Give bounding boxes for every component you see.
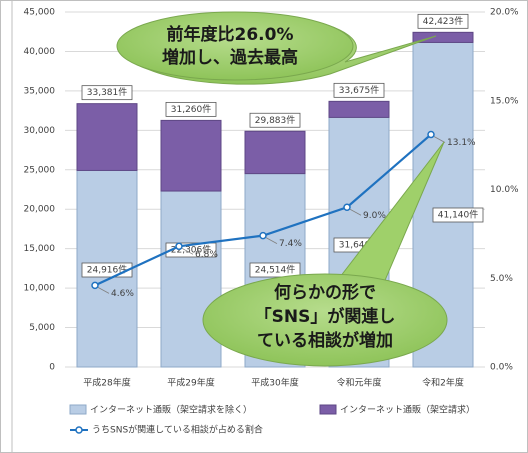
callout-text: 増加し、過去最高	[162, 47, 298, 68]
bar-segment	[76, 103, 138, 171]
line-marker	[175, 242, 183, 251]
x-tick-label: 平成28年度	[83, 377, 130, 389]
callout-text: 前年度比26.0%	[167, 24, 294, 45]
bar-segment	[328, 100, 390, 118]
total-label-text: 33,381件	[87, 86, 128, 98]
total-label-box	[81, 85, 133, 101]
callout-text: 「SNS」が関連し	[255, 306, 396, 327]
total-label: 33,675件	[333, 82, 385, 98]
y2-tick-label: 5.0%	[490, 274, 513, 284]
y-tick-label: 35,000	[24, 86, 56, 96]
bar-segment	[244, 130, 306, 175]
total-label: 42,423件	[417, 13, 469, 29]
leader	[181, 247, 194, 255]
x-tick-label: 令和元年度	[336, 377, 381, 389]
y-tick-label: 30,000	[24, 126, 56, 136]
y-tick-label: 15,000	[24, 244, 56, 254]
y2-tick-label: 10.0%	[490, 185, 519, 195]
total-label-text: 33,675件	[339, 84, 380, 96]
total-label-box	[165, 101, 217, 117]
leader	[433, 136, 446, 143]
total-label-text: 29,883件	[255, 114, 296, 126]
line-value-label: 4.6%	[111, 289, 134, 299]
segment-label-box	[432, 207, 484, 223]
y-tick-label: 0	[49, 363, 55, 373]
segment-label-text: 41,140件	[438, 209, 479, 221]
line-marker	[343, 203, 351, 211]
leader	[265, 237, 278, 245]
segment-label-box	[249, 262, 301, 278]
line-marker	[259, 231, 267, 240]
line-value-label: 9.0%	[363, 211, 386, 221]
total-label-text: 42,423件	[423, 15, 464, 27]
callout-bubble	[116, 11, 354, 81]
line-value-label: 7.4%	[279, 239, 302, 249]
line-marker	[91, 281, 99, 290]
total-label: 29,883件	[249, 112, 301, 128]
y-tick-label: 40,000	[24, 47, 56, 57]
legend-swatch	[319, 404, 337, 415]
y-tick-label: 10,000	[24, 284, 56, 294]
leader	[349, 208, 362, 216]
line-value-label: 13.1%	[447, 138, 476, 148]
x-tick-label: 令和2年度	[422, 377, 464, 389]
total-label: 31,260件	[165, 101, 217, 117]
total-label-box	[249, 112, 301, 128]
legend-swatch	[69, 404, 87, 415]
bar-segment	[160, 190, 222, 368]
x-tick-label: 平成29年度	[167, 377, 214, 389]
segment-label-text: 24,514件	[255, 264, 296, 276]
total-label-box	[417, 13, 469, 29]
legend-label: インターネット通販（架空請求）	[340, 404, 475, 416]
total-label-box	[333, 82, 385, 98]
legend-marker	[75, 426, 83, 434]
bar-segment	[412, 31, 474, 43]
total-label-text: 31,260件	[171, 103, 212, 115]
segment-label-text: 24,916件	[87, 264, 128, 276]
y-tick-label: 5,000	[29, 323, 55, 333]
callout-text: 何らかの形で	[274, 282, 376, 303]
segment-label: 41,140件	[432, 207, 484, 223]
segment-label: 24,514件	[249, 262, 301, 278]
y2-tick-label: 20.0%	[490, 8, 519, 18]
callout-bubble	[202, 273, 448, 367]
y2-tick-label: 0.0%	[490, 363, 513, 373]
y2-tick-label: 15.0%	[490, 96, 519, 106]
legend-label: インターネット通販（架空請求を除く）	[90, 404, 252, 416]
y-tick-label: 45,000	[24, 8, 56, 18]
line-marker	[427, 130, 435, 139]
x-tick-label: 平成30年度	[251, 377, 298, 389]
legend-label: うちSNSが関連している相談が占める割合	[92, 424, 263, 436]
segment-label: 24,916件	[81, 262, 133, 278]
total-label: 33,381件	[81, 85, 133, 101]
y-tick-label: 20,000	[24, 205, 56, 215]
leader	[97, 286, 110, 294]
callout-text: ている相談が増加	[257, 330, 393, 351]
bar-segment	[160, 119, 222, 192]
y-tick-label: 25,000	[24, 165, 56, 175]
line-value-label: 6.8%	[195, 250, 218, 260]
